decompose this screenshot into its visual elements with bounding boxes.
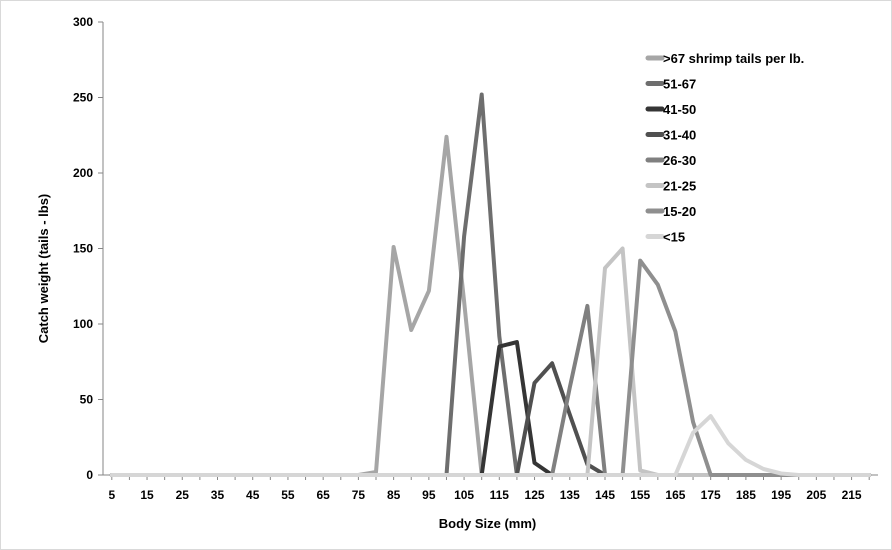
x-tick-label: 15 [140, 488, 154, 502]
series-line-8 [109, 414, 872, 477]
y-axis-title: Catch weight (tails - lbs) [36, 194, 51, 344]
y-tick-label: 0 [86, 468, 93, 482]
x-tick-label: 105 [454, 488, 474, 502]
legend-label: 26-30 [663, 153, 696, 168]
x-tick-label: 85 [387, 488, 401, 502]
x-tick-label: 75 [352, 488, 366, 502]
legend-label: 51-67 [663, 77, 696, 92]
x-tick-label: 25 [176, 488, 190, 502]
series-line-6 [109, 246, 872, 477]
y-tick-label: 200 [73, 166, 93, 180]
x-tick-label: 135 [560, 488, 580, 502]
series-line-7 [109, 258, 872, 477]
x-tick-label: 215 [842, 488, 862, 502]
legend-label: 31-40 [663, 128, 696, 143]
x-tick-label: 175 [701, 488, 721, 502]
y-tick-label: 150 [73, 242, 93, 256]
legend-label: <15 [663, 230, 685, 245]
x-tick-label: 115 [490, 488, 510, 502]
x-tick-label: 5 [108, 488, 115, 502]
x-tick-label: 205 [806, 488, 826, 502]
x-tick-label: 145 [595, 488, 615, 502]
x-tick-label: 125 [525, 488, 545, 502]
series-line-5 [109, 303, 872, 477]
y-tick-label: 250 [73, 91, 93, 105]
x-tick-label: 45 [246, 488, 260, 502]
series-line-3 [109, 340, 872, 477]
x-axis-title: Body Size (mm) [439, 516, 537, 531]
y-tick-label: 50 [80, 393, 94, 407]
legend-label: 15-20 [663, 204, 696, 219]
x-axis-ticks: 5 15 25 35 45 55 65 75 85 95 105 115 125 135 145 155 165… [108, 475, 870, 502]
legend-label: >67 shrimp tails per lb. [663, 51, 804, 66]
y-tick-label: 300 [73, 15, 93, 29]
legend: >67 shrimp tails per lb. 51-67 41-50 31-40 2… [645, 51, 804, 245]
y-tick-label: 100 [73, 317, 93, 331]
x-tick-label: 35 [211, 488, 225, 502]
y-axis-ticks: 0 50 100 150 200 250 300 [73, 15, 103, 482]
x-tick-label: 55 [281, 488, 295, 502]
x-tick-label: 195 [771, 488, 791, 502]
series-lines [109, 92, 872, 477]
x-tick-label: 165 [665, 488, 685, 502]
legend-label: 41-50 [663, 102, 696, 117]
x-tick-label: 95 [422, 488, 436, 502]
x-tick-label: 155 [630, 488, 650, 502]
x-tick-label: 185 [736, 488, 756, 502]
legend-label: 21-25 [663, 179, 696, 194]
x-tick-label: 65 [316, 488, 330, 502]
